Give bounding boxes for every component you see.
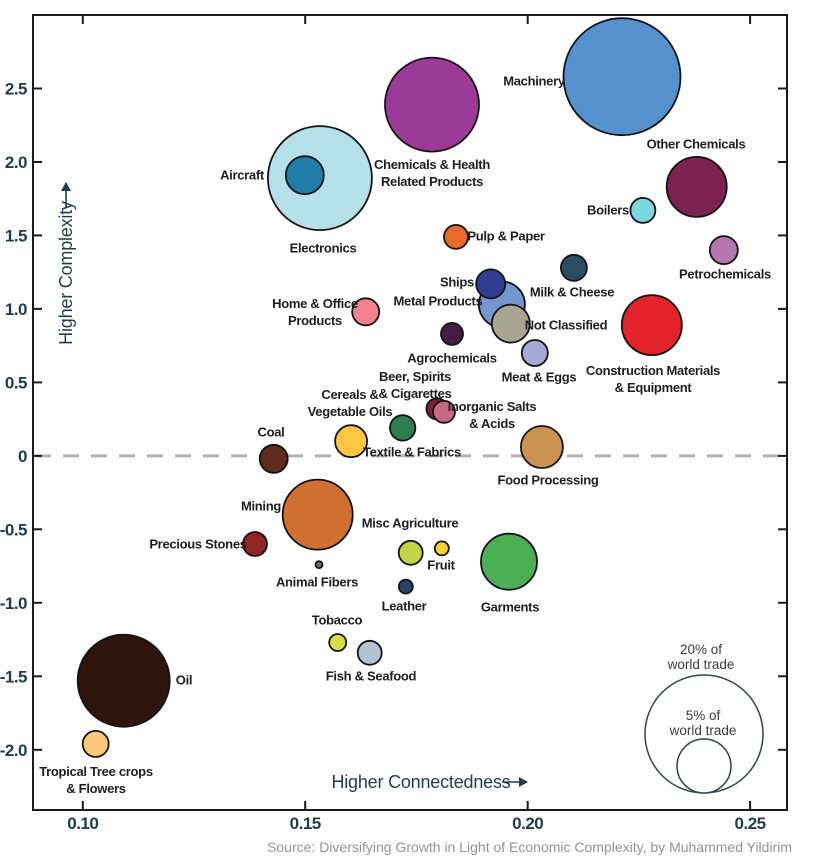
bubble-meat-eggs — [520, 339, 549, 367]
bubble-tobacco — [328, 633, 348, 652]
y-axis-arrow-icon — [61, 182, 71, 208]
bubble-label-textile-fabrics: Textile & Fabrics — [363, 445, 461, 460]
bubble-oil — [76, 633, 171, 728]
x-tick-label: 0.10 — [67, 814, 98, 833]
bubble-agrochemicals — [440, 321, 464, 346]
x-axis-title: Higher Connectedness — [331, 772, 510, 792]
y-tick-label: 0 — [18, 447, 27, 466]
bubble-label-leather: Leather — [382, 599, 427, 614]
bubble-garments — [480, 532, 538, 591]
plot-frame — [32, 14, 788, 811]
bubble-label-chemicals-health-related-products: Chemicals & Health Related Products — [374, 157, 490, 189]
bubble-petrochemicals — [708, 235, 739, 266]
bubble-label-fruit: Fruit — [427, 558, 455, 573]
bubble-label-precious-stones: Precious Stones — [149, 537, 246, 552]
bubble-label-mining: Mining — [241, 499, 281, 514]
bubble-label-agrochemicals: Agrochemicals — [407, 351, 496, 366]
bubble-label-meat-eggs: Meat & Eggs — [502, 370, 577, 385]
bubble-label-home-office-products: Home & Office Products — [272, 296, 358, 328]
bubble-label-ships: Ships — [440, 275, 474, 290]
x-axis-arrow-icon — [502, 777, 528, 787]
bubble-label-petrochemicals: Petrochemicals — [679, 267, 771, 282]
bubble-ships — [475, 268, 507, 300]
x-tick-label: 0.25 — [735, 814, 766, 833]
bubble-label-animal-fibers: Animal Fibers — [276, 575, 358, 590]
bubble-tropical-tree-crops-flowers — [81, 730, 110, 758]
bubble-label-coal: Coal — [258, 425, 285, 440]
bubble-label-machinery: Machinery — [503, 74, 566, 89]
x-tick-label: 0.15 — [290, 814, 321, 833]
y-tick-label: 1.0 — [5, 300, 27, 319]
bubble-labels-layer: Electronics Aircraft Machinery Chemicals & … — [39, 74, 771, 796]
bubble-label-oil: Oil — [176, 673, 192, 688]
bubble-milk-cheese — [560, 253, 588, 282]
bubble-inorganic-salts-acids — [432, 399, 456, 424]
x-tick-label: 0.20 — [512, 814, 543, 833]
bubble-home-office-products — [351, 297, 381, 327]
y-tick-label: -2.0 — [0, 741, 27, 760]
bubble-label-tropical-tree-crops-flowers: Tropical Tree crops & Flowers — [39, 764, 153, 796]
y-tick-label: -1.5 — [0, 667, 27, 686]
bubble-label-cereals-vegetable-oils: Cereals & Vegetable Oils — [308, 387, 393, 419]
bubble-food-processing — [520, 425, 564, 469]
bubble-mining — [281, 478, 354, 551]
source-note: Source: Diversifying Growth in Light of … — [267, 839, 792, 855]
y-tick-label: 2.0 — [5, 153, 27, 172]
y-tick-label: 1.5 — [5, 226, 27, 245]
bubble-label-misc-agriculture: Misc Agriculture — [362, 516, 459, 531]
bubble-label-metal-products: Metal Products — [394, 294, 483, 309]
y-tick-label: -1.0 — [0, 594, 27, 613]
bubble-pulp-paper — [443, 223, 469, 250]
bubble-boilers — [629, 196, 657, 224]
bubble-label-pulp-paper: Pulp & Paper — [467, 229, 545, 244]
legend-circle-5pct — [676, 738, 732, 794]
y-tick-label: 0.5 — [5, 373, 27, 392]
bubble-label-aircraft: Aircraft — [220, 168, 265, 183]
bubble-textile-fabrics — [389, 414, 417, 442]
bubble-machinery — [562, 17, 682, 137]
legend-label-20pct: 20% of world trade — [667, 642, 735, 672]
bubble-label-tobacco: Tobacco — [312, 613, 363, 628]
bubble-label-milk-cheese: Milk & Cheese — [530, 285, 614, 300]
bubble-aircraft — [284, 155, 325, 196]
bubble-label-fish-seafood: Fish & Seafood — [326, 669, 417, 684]
legend-label-5pct: 5% of world trade — [669, 708, 737, 738]
y-axis-title: Higher Complexity — [56, 201, 76, 345]
bubble-construction-materials-equipment — [620, 294, 683, 357]
bubble-fruit — [433, 540, 450, 557]
bubble-label-inorganic-salts-acids: Inorganic Salts & Acids — [448, 399, 537, 431]
bubble-other-chemicals — [665, 155, 728, 218]
bubble-label-construction-materials-equipment: Construction Materials & Equipment — [586, 363, 720, 395]
bubble-chemicals-health-related-products — [384, 56, 480, 153]
bubbles-layer — [76, 17, 739, 758]
bubble-size-legend: 20% of world trade 5% of world trade — [644, 642, 764, 794]
bubble-label-food-processing: Food Processing — [498, 473, 599, 488]
bubble-label-beer-spirits-cigarettes: Beer, Spirits & Cigarettes — [379, 369, 452, 401]
bubble-coal — [258, 443, 289, 474]
bubble-fish-seafood — [356, 639, 383, 666]
bubble-cereals-vegetable-oils — [334, 424, 369, 459]
bubble-misc-agriculture — [397, 539, 424, 566]
bubble-animal-fibers — [314, 560, 324, 569]
bubble-not-classified — [490, 303, 531, 344]
y-tick-label: -0.5 — [0, 520, 27, 539]
bubble-label-electronics: Electronics — [290, 241, 357, 256]
bubble-label-other-chemicals: Other Chemicals — [647, 137, 746, 152]
y-tick-label: 2.5 — [5, 80, 27, 99]
bubble-precious-stones — [242, 531, 268, 557]
bubble-label-garments: Garments — [481, 600, 539, 615]
bubble-leather — [397, 578, 414, 595]
bubble-label-not-classified: Not Classified — [525, 318, 608, 333]
axes-layer: 0.10 0.15 0.20 0.25 2.5 2.0 1.5 1.0 0.5 0 -0.5 -1.0… — [0, 14, 788, 833]
bubble-label-boilers: Boilers — [587, 203, 629, 218]
